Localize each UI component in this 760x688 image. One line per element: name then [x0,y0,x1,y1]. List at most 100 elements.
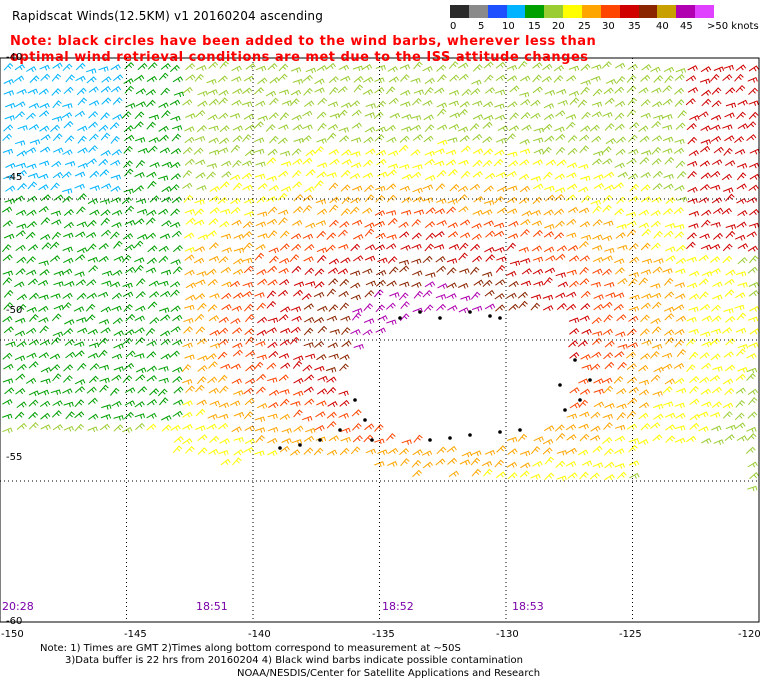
wind-barb [317,325,328,334]
legend-swatch [563,5,583,18]
wind-barb [123,125,134,133]
wind-barb [219,137,230,145]
wind-barb [518,60,528,70]
wind-barb [158,280,169,287]
wind-barb [363,318,375,324]
wind-barb [614,100,626,107]
wind-barb [364,222,375,229]
wind-barb [136,278,146,287]
wind-barb [124,411,134,420]
wind-barb [614,123,625,131]
wind-barb [134,218,145,225]
wind-barb [326,288,337,297]
wind-barb [687,65,698,72]
wind-barb [317,305,328,312]
wind-barb [40,412,51,420]
wind-barb [184,304,195,311]
wind-barb [122,233,134,240]
wind-barb [99,423,110,431]
wind-barb [628,242,639,251]
wind-barb [581,328,592,335]
wind-barb [385,210,397,216]
wind-barb [159,307,170,313]
wind-barb [700,331,711,338]
wind-barb [482,121,493,129]
wind-barb [268,350,279,358]
wind-barb [724,112,735,119]
wind-barb [135,291,146,299]
wind-barb [722,402,734,409]
wind-barb [377,171,388,178]
wind-barb [365,280,377,287]
wind-barb [25,231,36,240]
legend-swatch [638,5,658,18]
wind-barb [484,87,496,94]
wind-barb [592,245,603,251]
map-title: Rapidscat Winds(12.5KM) v1 20160204 asce… [12,9,324,23]
legend-swatch [600,5,621,18]
pass-time-label: 18:53 [512,600,544,613]
wind-barb [100,85,111,93]
wind-barb [77,362,87,371]
wind-barb [674,87,685,95]
wind-barb [279,445,290,453]
wind-barb [196,185,207,191]
wind-barb [711,315,722,323]
contamination-marker [363,418,367,422]
wind-barb [446,258,458,264]
wind-barb [653,366,664,373]
wind-barb [386,136,397,143]
wind-barb [133,185,144,193]
wind-barb [63,221,75,229]
wind-barb [351,219,363,226]
wind-barb [746,367,758,374]
wind-barb [339,363,349,372]
wind-barb [351,122,362,129]
wind-barb [364,423,375,431]
wind-barb [2,133,13,142]
wind-barb [399,447,409,456]
wind-barb [137,386,148,394]
wind-barb [160,330,171,337]
wind-barb [161,424,172,432]
wind-barb [482,159,493,168]
wind-barb [591,351,602,358]
wind-barb [374,77,385,84]
wind-barb [244,328,255,336]
wind-barb [625,351,636,359]
wind-barb [661,352,673,359]
wind-barb [749,306,760,312]
wind-barb [172,76,184,83]
wind-barb [292,289,303,297]
wind-barb [242,184,253,191]
wind-barb [493,158,504,167]
wind-barb [653,75,664,83]
wind-barb [26,66,37,73]
wind-barb [327,101,339,108]
wind-barb [569,402,581,409]
wind-barb [651,135,663,142]
wind-barb [219,125,230,133]
wind-barb [662,98,673,106]
wind-barb [303,87,313,96]
wind-barb [425,232,436,241]
wind-barb [628,444,638,453]
wind-barb [289,449,301,456]
wind-barb [494,459,504,468]
wind-barb [651,301,662,310]
wind-barb [16,293,28,301]
wind-barb [169,99,181,106]
wind-barb [399,135,410,143]
wind-barb [315,199,327,205]
wind-barb [64,281,75,287]
wind-barb [737,257,748,265]
contamination-marker [298,443,302,447]
wind-barb [231,378,242,385]
wind-barb [447,305,458,311]
wind-barb [737,99,748,106]
wind-barb [16,256,27,264]
wind-barb [15,209,27,216]
wind-barb [640,99,651,107]
wind-barb [471,79,482,86]
wind-barb [62,302,72,310]
